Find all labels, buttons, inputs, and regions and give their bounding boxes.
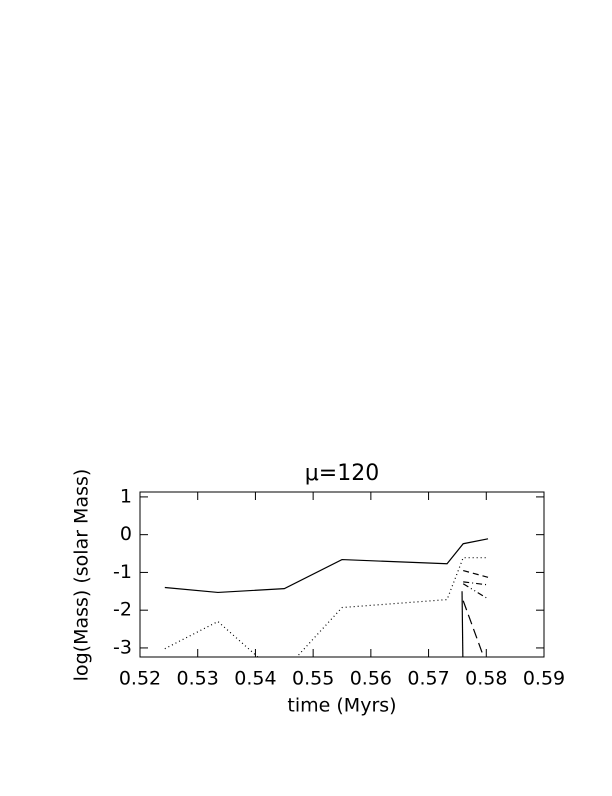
y-tick-label: 1 [120,485,132,507]
y-tick-label: 0 [120,523,132,545]
x-tick-label: 0.56 [350,668,392,690]
x-tick-label: 0.58 [465,668,507,690]
series-line [462,600,485,657]
x-tick-label: 0.59 [523,668,565,690]
x-tick-label: 0.52 [119,668,161,690]
plot-frame [139,491,545,658]
series-line [463,581,489,586]
series-line [461,591,464,657]
chart-title: μ=120 [305,461,379,486]
x-tick-label: 0.54 [234,668,276,690]
y-axis-label: log(Mass) (solar Mass) [71,469,93,682]
x-axis-label: time (Myrs) [287,695,396,717]
series-line [164,557,489,657]
series-line [462,583,489,600]
x-tick-label: 0.57 [407,668,449,690]
y-tick-label: -1 [113,561,132,583]
x-tick-label: 0.53 [177,668,219,690]
y-tick-label: -2 [113,599,132,621]
series-line [164,538,489,594]
series-line [463,569,489,578]
x-tick-label: 0.55 [292,668,334,690]
y-tick-label: -3 [113,636,132,658]
